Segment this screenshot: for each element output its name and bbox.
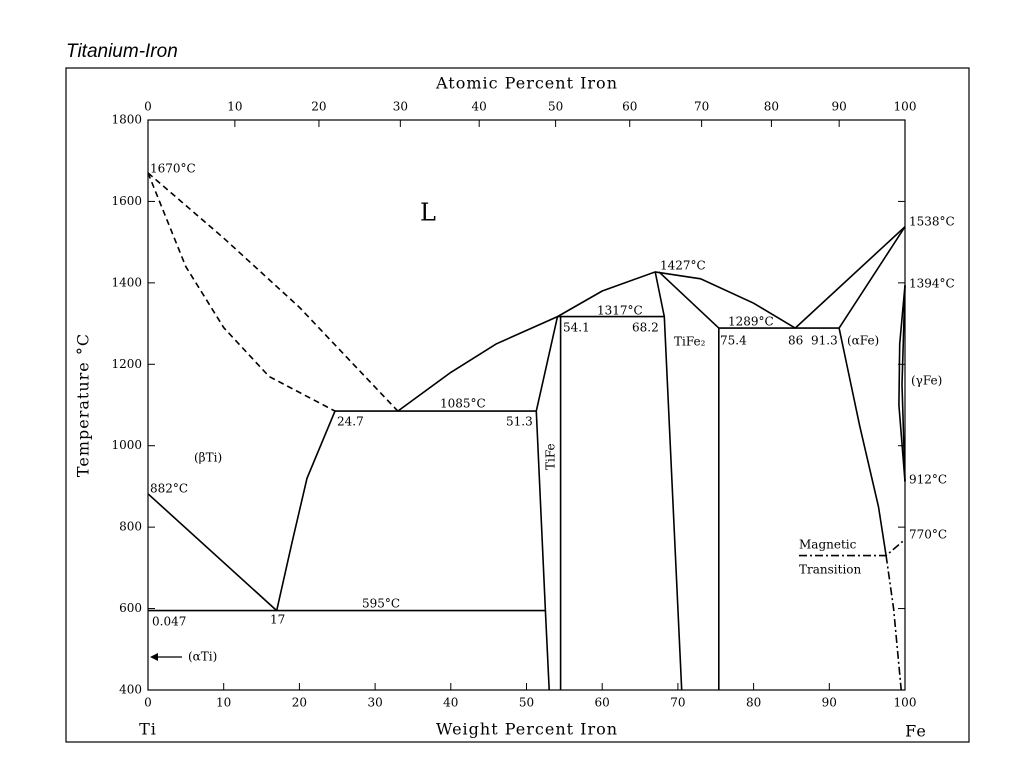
annotation: 882°C xyxy=(150,482,188,496)
x-tick-label: 60 xyxy=(595,696,610,710)
annotation: 1317°C xyxy=(597,304,643,318)
phase-boundary xyxy=(901,285,906,482)
y-tick-label: 1400 xyxy=(111,275,142,289)
y-axis-label: Temperature °C xyxy=(74,333,93,477)
phase-boundary xyxy=(535,316,559,691)
annotation: 595°C xyxy=(362,597,400,611)
annotation: 24.7 xyxy=(337,415,364,429)
annotation: 1394°C xyxy=(909,277,955,291)
x2-tick-label: 20 xyxy=(311,100,326,114)
x2-tick-label: 90 xyxy=(832,100,847,114)
annotation: TiFe xyxy=(544,443,558,470)
y-tick-label: 800 xyxy=(119,520,142,534)
annotation: 54.1 xyxy=(563,321,590,335)
annotation: 0.047 xyxy=(152,615,186,629)
x2-tick-label: 40 xyxy=(472,100,487,114)
x2-tick-label: 0 xyxy=(144,100,152,114)
annotation: (βTi) xyxy=(194,451,222,465)
x-tick-label: 100 xyxy=(894,696,917,710)
annotation: 17 xyxy=(270,613,285,627)
annotation: 51.3 xyxy=(506,415,533,429)
annotation: 91.3 xyxy=(811,334,838,348)
x2-axis-label: Atomic Percent Iron xyxy=(435,74,618,93)
annotation: 912°C xyxy=(909,473,947,487)
annotation: 75.4 xyxy=(720,334,747,348)
x-tick-label: 20 xyxy=(292,696,307,710)
y-tick-label: 400 xyxy=(119,683,142,697)
x-tick-label: 80 xyxy=(746,696,761,710)
annotation: L xyxy=(420,199,436,227)
ti-label: Ti xyxy=(139,720,157,739)
x-tick-label: 50 xyxy=(519,696,534,710)
annotation: TiFe₂ xyxy=(674,335,706,349)
annotation: 770°C xyxy=(909,528,947,542)
x-tick-label: 30 xyxy=(367,696,382,710)
annotation: 1085°C xyxy=(440,397,486,411)
plot-area xyxy=(147,119,906,691)
frame xyxy=(65,67,970,743)
y-tick-label: 1000 xyxy=(111,438,142,452)
phase-boundary xyxy=(397,271,796,412)
phase-boundary xyxy=(799,538,906,557)
y-tick-label: 1600 xyxy=(111,194,142,208)
annotation: 1670°C xyxy=(150,162,196,176)
phase-boundary xyxy=(147,172,399,412)
x-tick-label: 40 xyxy=(443,696,458,710)
x2-tick-label: 70 xyxy=(694,100,709,114)
x2-tick-label: 50 xyxy=(548,100,563,114)
annotation: 1289°C xyxy=(728,315,774,329)
x2-tick-label: 30 xyxy=(393,100,408,114)
phase-boundary xyxy=(794,226,906,329)
phase-boundary xyxy=(654,271,683,691)
x-tick-label: 90 xyxy=(822,696,837,710)
annotation: (αFe) xyxy=(847,334,879,348)
x2-tick-label: 80 xyxy=(764,100,779,114)
phase-boundary xyxy=(885,555,902,691)
annotation: 86 xyxy=(788,334,803,348)
annotation: (αTi) xyxy=(188,650,217,664)
phase-boundary xyxy=(147,172,336,412)
annotation: 1538°C xyxy=(909,215,955,229)
fe-label: Fe xyxy=(905,722,927,741)
x-axis-label: Weight Percent Iron xyxy=(436,720,618,739)
x2-tick-label: 10 xyxy=(227,100,242,114)
annotation: (γFe) xyxy=(911,374,942,388)
annotation: Transition xyxy=(799,563,862,577)
x-tick-label: 70 xyxy=(670,696,685,710)
phase-boundary xyxy=(275,410,336,611)
annotation: 1427°C xyxy=(660,259,706,273)
y-tick-label: 1200 xyxy=(111,357,142,371)
chart-title: Titanium-Iron xyxy=(66,41,178,62)
phase-boundary xyxy=(838,226,906,329)
x-tick-label: 0 xyxy=(144,696,152,710)
y-tick-label: 1800 xyxy=(111,113,142,127)
x-tick-label: 10 xyxy=(216,696,231,710)
phase-boundary xyxy=(147,493,278,612)
x2-tick-label: 100 xyxy=(894,100,917,114)
annotation: 68.2 xyxy=(632,321,659,335)
phase-boundary xyxy=(898,285,906,482)
y-tick-label: 600 xyxy=(119,601,142,615)
arrow-head xyxy=(150,653,158,661)
annotation: Magnetic xyxy=(799,538,857,552)
phase-boundary xyxy=(838,327,887,556)
x2-tick-label: 60 xyxy=(622,100,637,114)
